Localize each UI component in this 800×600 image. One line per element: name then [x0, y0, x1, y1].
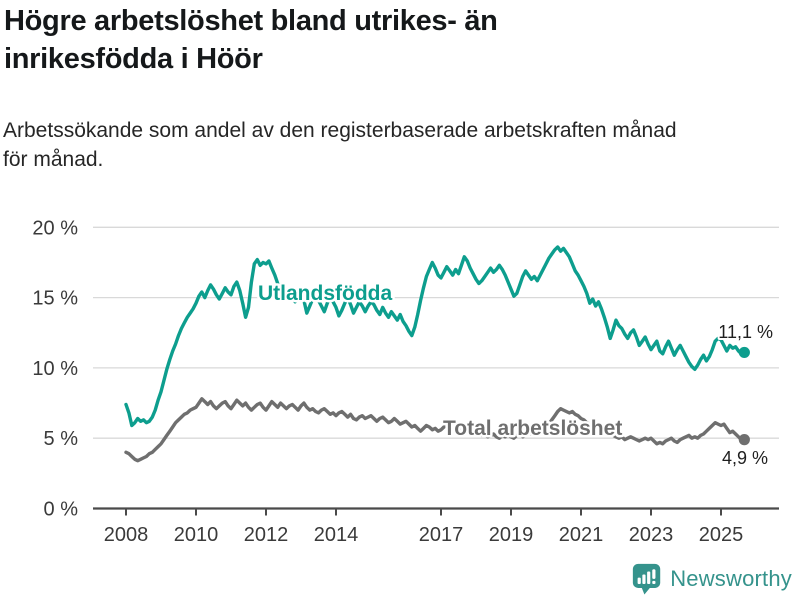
- series-end-value-total: 4,9 %: [722, 448, 768, 468]
- x-axis-label: 2025: [699, 524, 744, 546]
- series-label-utlandsfodda: Utlandsfödda: [258, 282, 392, 305]
- newsworthy-logo: Newsworthy: [632, 562, 792, 596]
- x-axis-label: 2014: [314, 524, 359, 546]
- series-end-dot-total: [738, 434, 750, 446]
- y-axis-label: 10 %: [32, 358, 78, 380]
- series-end-dot-utlandsfodda: [738, 346, 750, 359]
- logo-bubble-shape: [633, 563, 661, 588]
- x-axis-label: 2017: [419, 524, 464, 546]
- chart-subtitle: Arbetssökande som andel av den registerb…: [3, 119, 677, 171]
- newsworthy-logo-icon: [633, 563, 661, 595]
- newsworthy-brand-text: Newsworthy: [670, 566, 792, 591]
- logo-bar-medium: [642, 574, 646, 585]
- x-axis-label: 2019: [489, 524, 534, 546]
- logo-bubble-tail: [641, 587, 651, 595]
- logo-exclamation-bar: [652, 569, 656, 579]
- logo-exclamation-dot: [652, 580, 656, 585]
- y-axis-label: 0 %: [44, 499, 79, 521]
- x-axis-label: 2008: [104, 524, 149, 546]
- y-axis-label: 20 %: [32, 217, 78, 239]
- logo-bar-small: [637, 577, 641, 585]
- x-axis-label: 2010: [174, 524, 219, 546]
- y-axis-label: 15 %: [32, 288, 78, 310]
- series-end-value-utlandsfodda: 11,1 %: [718, 322, 773, 342]
- series-line-utlandsfodda: [124, 245, 746, 428]
- series-label-total: Total arbetslöshet: [443, 417, 622, 440]
- chart-title: Högre arbetslöshet bland utrikes- än inr…: [4, 5, 498, 75]
- logo-bar-tall: [647, 571, 651, 585]
- x-axis-label: 2023: [629, 524, 674, 546]
- series-line-total: [124, 397, 746, 463]
- x-axis-label: 2021: [559, 524, 604, 546]
- x-axis-label: 2012: [244, 524, 289, 546]
- y-axis-label: 5 %: [44, 428, 79, 450]
